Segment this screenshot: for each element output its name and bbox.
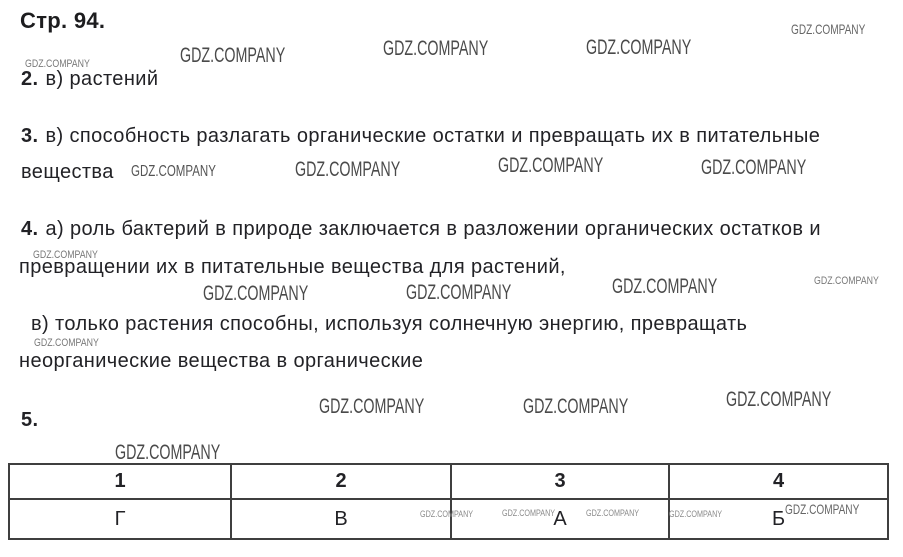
answer-item-3-line2: вещества xyxy=(21,161,114,184)
page-title: Стр. 94. xyxy=(20,8,106,33)
watermark: GDZ.COMPANY xyxy=(612,275,718,298)
watermark: GDZ.COMPANY xyxy=(25,58,90,70)
answer-text: в) только растения способны, используя с… xyxy=(31,313,748,335)
watermark: GDZ.COMPANY xyxy=(586,508,640,518)
table-header-cell: 3 xyxy=(450,463,670,500)
watermark: GDZ.COMPANY xyxy=(319,395,425,418)
watermark: GDZ.COMPANY xyxy=(523,395,629,418)
item-number: 2. xyxy=(21,68,39,90)
watermark: GDZ.COMPANY xyxy=(295,158,401,181)
answer-text: а) роль бактерий в природе заключается в… xyxy=(45,218,821,240)
watermark: GDZ.COMPANY xyxy=(502,508,556,518)
watermark: GDZ.COMPANY xyxy=(726,388,832,411)
watermark: GDZ.COMPANY xyxy=(498,154,604,177)
answer-text: вещества xyxy=(21,161,114,183)
answer-item-4a-line1: 4. а) роль бактерий в природе заключается… xyxy=(21,218,821,241)
watermark: GDZ.COMPANY xyxy=(701,156,807,179)
answer-item-4a-line2: превращении их в питательные вещества дл… xyxy=(19,256,566,279)
answers-table: 1 2 3 4 Г В А Б xyxy=(8,463,889,540)
answer-item-5: 5. xyxy=(21,409,38,432)
answer-item-2: 2. в) растений xyxy=(21,68,158,91)
item-number: 4. xyxy=(21,218,39,240)
watermark: GDZ.COMPANY xyxy=(791,21,866,37)
table-value-cell: Г xyxy=(8,498,232,540)
table-value-cell: В xyxy=(230,498,452,540)
table-value-cell: А xyxy=(450,498,670,540)
answer-text: в) растений xyxy=(45,68,159,90)
watermark: GDZ.COMPANY xyxy=(180,44,286,67)
watermark: GDZ.COMPANY xyxy=(203,282,309,305)
watermark: GDZ.COMPANY xyxy=(34,337,99,349)
watermark: GDZ.COMPANY xyxy=(383,37,489,60)
answer-text: в) способность разлагать органические ос… xyxy=(45,125,821,147)
table-header-cell: 4 xyxy=(668,463,889,500)
table-header-row: 1 2 3 4 xyxy=(8,463,889,500)
watermark: GDZ.COMPANY xyxy=(115,441,221,464)
watermark: GDZ.COMPANY xyxy=(33,249,98,261)
table-value-cell: Б xyxy=(668,498,889,540)
table-header-cell: 2 xyxy=(230,463,452,500)
watermark: GDZ.COMPANY xyxy=(420,509,474,519)
watermark: GDZ.COMPANY xyxy=(785,501,860,517)
item-number: 3. xyxy=(21,125,39,147)
watermark: GDZ.COMPANY xyxy=(131,163,216,180)
watermark: GDZ.COMPANY xyxy=(814,275,879,287)
answer-text: превращении их в питательные вещества дл… xyxy=(19,256,566,278)
table-value-row: Г В А Б xyxy=(8,498,889,540)
answer-item-3-line1: 3. в) способность разлагать органические … xyxy=(21,125,820,148)
answer-item-4v-line2: неорганические вещества в органические xyxy=(19,350,423,373)
answer-item-4v-line1: в) только растения способны, используя с… xyxy=(31,313,747,336)
watermark: GDZ.COMPANY xyxy=(406,281,512,304)
watermark: GDZ.COMPANY xyxy=(669,509,723,519)
watermark: GDZ.COMPANY xyxy=(586,36,692,59)
table-header-cell: 1 xyxy=(8,463,232,500)
item-number: 5. xyxy=(21,409,39,431)
answer-text: неорганические вещества в органические xyxy=(19,350,424,372)
